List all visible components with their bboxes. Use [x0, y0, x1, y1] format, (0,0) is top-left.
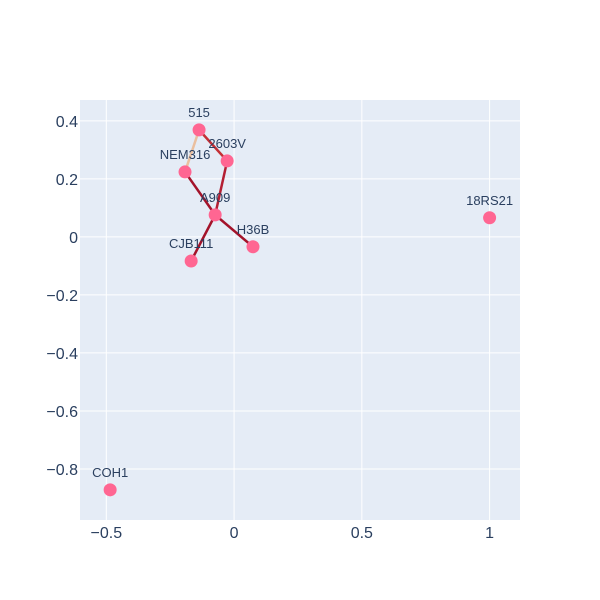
edge: [183, 171, 217, 216]
node-label: H36B: [237, 222, 270, 237]
node: [208, 208, 222, 222]
node-label: 2603V: [208, 136, 246, 151]
plot-area: [80, 100, 520, 520]
node-label: A909: [200, 190, 230, 205]
node-label: COH1: [92, 465, 128, 480]
edge: [190, 214, 217, 262]
y-tick-label: 0: [69, 230, 78, 247]
y-tick-label: 0.2: [56, 172, 78, 189]
node: [246, 240, 260, 254]
node: [178, 165, 192, 179]
node-label: CJB111: [169, 236, 213, 251]
node: [184, 254, 198, 268]
x-tick-label: 0.5: [351, 525, 373, 542]
x-tick-label: −0.5: [91, 525, 123, 542]
y-tick-label: −0.8: [46, 462, 78, 479]
edge: [198, 129, 229, 162]
y-tick-label: −0.6: [46, 404, 78, 421]
node-label: NEM316: [160, 147, 211, 162]
node-label: 515: [188, 105, 210, 120]
y-tick-label: −0.4: [46, 346, 78, 363]
node: [192, 123, 206, 137]
node: [220, 154, 234, 168]
node: [483, 211, 497, 225]
edge: [183, 129, 201, 173]
x-tick-label: 0: [230, 525, 239, 542]
y-tick-label: −0.2: [46, 288, 78, 305]
node-label: 18RS21: [466, 193, 513, 208]
node: [103, 483, 117, 497]
edge: [213, 160, 229, 216]
y-tick-label: 0.4: [56, 114, 78, 131]
edge: [214, 213, 254, 248]
x-tick-label: 1: [485, 525, 494, 542]
